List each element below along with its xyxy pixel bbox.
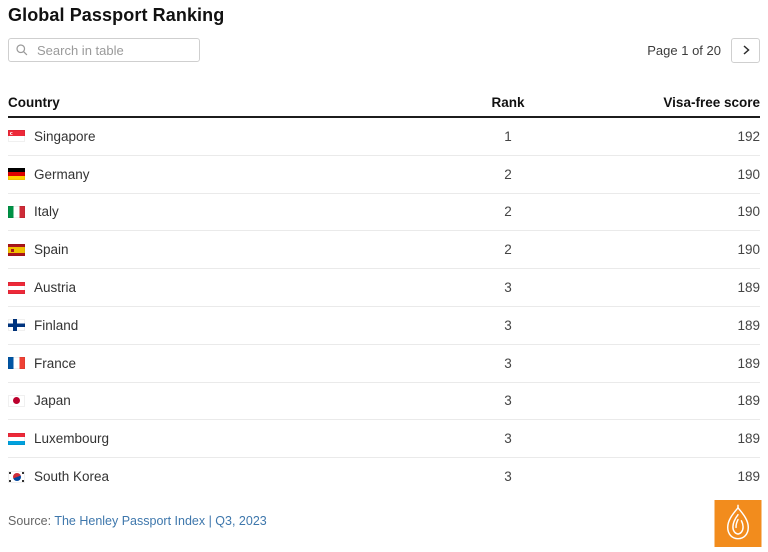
search-box[interactable] (8, 38, 200, 62)
country-name: South Korea (34, 469, 110, 485)
country-cell: Luxembourg (8, 431, 448, 446)
rank-value: 1 (504, 128, 512, 144)
ranking-table: Country Rank Visa-free score Singapore 1… (8, 88, 760, 495)
rank-value: 3 (504, 280, 512, 296)
country-name: Italy (34, 204, 59, 220)
score-value: 192 (737, 128, 760, 144)
score-value: 189 (737, 431, 760, 447)
rank-value: 3 (504, 355, 512, 371)
score-value: 189 (737, 469, 760, 485)
page-indicator: Page 1 of 20 (647, 42, 721, 58)
country-name: Singapore (34, 128, 96, 144)
kr-flag-icon (8, 470, 25, 483)
table-row: South Korea 3 189 (8, 458, 760, 495)
country-name: Germany (34, 166, 90, 182)
country-name: Austria (34, 280, 77, 296)
rank-value: 2 (504, 166, 512, 182)
table-row: Japan 3 189 (8, 383, 760, 421)
score-value: 190 (737, 242, 760, 258)
country-cell: Singapore (8, 129, 448, 144)
table-row: Austria 3 189 (8, 269, 760, 307)
table-row: Singapore 1 192 (8, 118, 760, 156)
country-cell: France (8, 356, 448, 371)
next-page-button[interactable] (731, 37, 760, 63)
score-value: 189 (737, 280, 760, 296)
table-row: Luxembourg 3 189 (8, 420, 760, 459)
chevron-right-icon (740, 44, 752, 56)
country-cell: Spain (8, 242, 448, 257)
country-cell: South Korea (8, 469, 448, 484)
toolbar: Page 1 of 20 (8, 37, 760, 63)
rank-value: 3 (504, 317, 512, 333)
table-body: Singapore 1 192 Germany 2 190 Italy 2 19… (8, 118, 760, 495)
al-jazeera-logo (714, 500, 762, 547)
fr-flag-icon (8, 357, 25, 370)
column-header-score: Visa-free score (663, 94, 760, 110)
search-input[interactable] (35, 41, 193, 59)
country-name: Luxembourg (34, 431, 110, 447)
lu-flag-icon (8, 432, 25, 445)
rank-value: 2 (504, 204, 512, 220)
country-cell: Japan (8, 393, 448, 408)
page-title: Global Passport Ranking (8, 5, 225, 25)
at-flag-icon (8, 281, 25, 294)
score-value: 190 (737, 204, 760, 220)
jp-flag-icon (8, 394, 25, 407)
source-link[interactable]: The Henley Passport Index | Q3, 2023 (54, 514, 267, 528)
fi-flag-icon (8, 319, 25, 332)
column-header-rank: Rank (491, 94, 525, 110)
country-name: Finland (34, 317, 79, 333)
country-cell: Finland (8, 318, 448, 333)
table-row: Spain 2 190 (8, 231, 760, 270)
score-value: 189 (737, 355, 760, 371)
rank-value: 3 (504, 469, 512, 485)
sg-flag-icon (8, 130, 25, 143)
score-value: 189 (737, 393, 760, 409)
score-value: 189 (737, 317, 760, 333)
score-value: 190 (737, 166, 760, 182)
table-row: Germany 2 190 (8, 156, 760, 194)
it-flag-icon (8, 205, 25, 218)
search-icon (15, 43, 29, 57)
table-row: Italy 2 190 (8, 194, 760, 232)
country-name: Spain (34, 242, 69, 258)
rank-value: 3 (504, 393, 512, 409)
rank-value: 2 (504, 242, 512, 258)
country-cell: Italy (8, 204, 448, 219)
table-header-row: Country Rank Visa-free score (8, 88, 760, 118)
de-flag-icon (8, 168, 25, 181)
es-flag-icon (8, 243, 25, 256)
country-cell: Austria (8, 280, 448, 295)
country-name: Japan (34, 393, 71, 409)
country-cell: Germany (8, 167, 448, 182)
pagination: Page 1 of 20 (647, 37, 760, 63)
source-label: Source: (8, 514, 55, 528)
table-row: France 3 189 (8, 345, 760, 383)
column-header-country: Country (8, 94, 60, 110)
table-row: Finland 3 189 (8, 307, 760, 345)
country-name: France (34, 355, 77, 371)
source-line: Source: The Henley Passport Index | Q3, … (8, 514, 267, 528)
rank-value: 3 (504, 431, 512, 447)
